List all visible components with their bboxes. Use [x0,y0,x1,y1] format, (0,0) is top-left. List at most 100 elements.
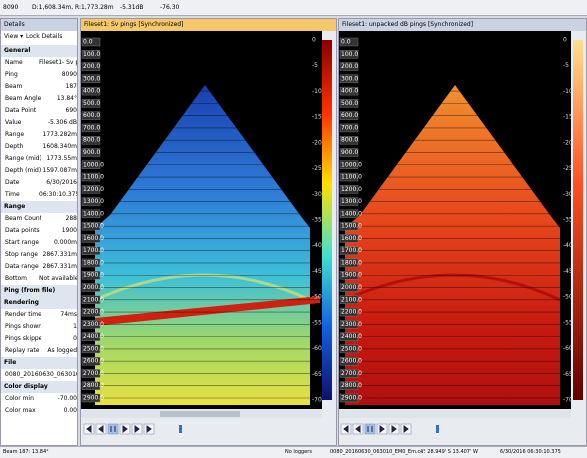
depth-label: 100.0 [83,51,100,58]
depth-label: 700.0 [341,124,358,131]
depth-label: 1300.0 [83,198,104,205]
colorbar-label: -30 [563,191,573,198]
colorbar-label: 0 [312,37,316,44]
depth-label: 300.0 [341,75,358,82]
depth-label: 400.0 [341,88,358,95]
depth-label: 2700.0 [83,370,104,377]
status-field: Beam 187: 13.84° [3,447,49,458]
bottom-status-bar: Beam 187: 13.84°No loggers0080_20160630_… [0,446,587,458]
depth-label: 1000.0 [83,161,104,168]
depth-label: 100.0 [341,51,358,58]
depth-label: 0.0 [341,39,351,46]
depth-label: 2000.0 [83,284,104,291]
depth-label: 600.0 [341,112,358,119]
depth-label: 1100.0 [83,174,104,181]
depth-label: 1600.0 [83,235,104,242]
colorbar [573,40,583,400]
colorbar [322,40,332,400]
colorbar-label: -45 [312,268,322,275]
depth-label: 800.0 [341,137,358,144]
colorbar-label: -30 [312,191,322,198]
depth-label: 600.0 [83,112,100,119]
depth-label: 2500.0 [341,345,362,352]
depth-label: 1700.0 [83,247,104,254]
colorbar-label: -70 [563,397,573,404]
depth-label: 300.0 [83,75,100,82]
colorbar-label: -45 [563,268,573,275]
status-field: 4° 28.949' S 13.407' W [420,447,478,458]
colorbar-label: -25 [312,165,322,172]
depth-label: 200.0 [83,63,100,70]
depth-label: 700.0 [83,124,100,131]
colorbar-label: -10 [312,88,322,95]
status-field: 6/30/2016 06:30:10.375 [500,447,561,458]
depth-label: 1100.0 [341,174,362,181]
depth-label: 500.0 [341,100,358,107]
depth-label: 2400.0 [341,333,362,340]
depth-label: 900.0 [341,149,358,156]
app-window: 8090D:1,608.34m, R:1,773.28m-5.31dB-76.3… [0,0,587,458]
depth-label: 2700.0 [341,370,362,377]
colorbar-label: -50 [312,294,322,301]
depth-label: 1800.0 [83,259,104,266]
colorbar-label: -55 [312,319,322,326]
colorbar-label: -65 [563,371,573,378]
colorbar-label: -60 [563,345,573,352]
depth-label: 2200.0 [83,309,104,316]
depth-label: 1500.0 [341,223,362,230]
colorbar-label: -20 [312,139,322,146]
scrollbar[interactable] [339,410,571,418]
status-field: No loggers [285,447,312,458]
depth-label: 1900.0 [341,272,362,279]
position-marker [436,425,439,433]
colorbar-label: -40 [563,242,573,249]
depth-label: 500.0 [83,100,100,107]
colorbar-label: -55 [563,319,573,326]
position-marker [179,425,182,433]
depth-label: 900.0 [83,149,100,156]
depth-label: 1900.0 [83,272,104,279]
colorbar-label: -35 [312,217,322,224]
control-button[interactable] [108,424,118,434]
depth-label: 2600.0 [341,358,362,365]
depth-label: 2500.0 [83,345,104,352]
depth-label: 2400.0 [83,333,104,340]
depth-label: 1000.0 [341,161,362,168]
colorbar-label: -65 [312,371,322,378]
depth-label: 1200.0 [341,186,362,193]
colorbar-label: -50 [563,294,573,301]
colorbar-label: -5 [312,62,318,69]
colorbar-label: -5 [563,62,569,69]
depth-label: 2600.0 [83,358,104,365]
depth-label: 2900.0 [341,395,362,402]
depth-label: 800.0 [83,137,100,144]
depth-label: 1500.0 [83,223,104,230]
colorbar-label: -25 [563,165,573,172]
depth-label: 2000.0 [341,284,362,291]
depth-label: 1400.0 [83,210,104,217]
colorbar-label: -40 [312,242,322,249]
depth-label: 2900.0 [83,395,104,402]
control-button[interactable] [365,424,375,434]
depth-label: 1300.0 [341,198,362,205]
scroll-thumb[interactable] [160,411,240,417]
sonar-views: 0.0100.0200.0300.0400.0500.0600.0700.080… [0,0,587,458]
depth-label: 1700.0 [341,247,362,254]
depth-label: 2200.0 [341,309,362,316]
colorbar-label: -15 [563,114,573,121]
colorbar-label: 0 [563,37,567,44]
colorbar-label: -70 [312,397,322,404]
colorbar-label: -60 [312,345,322,352]
depth-label: 400.0 [83,88,100,95]
colorbar-label: -15 [312,114,322,121]
depth-label: 1600.0 [341,235,362,242]
depth-label: 2100.0 [83,296,104,303]
depth-label: 2300.0 [341,321,362,328]
playback-controls [84,424,439,434]
colorbar-label: -10 [563,88,573,95]
depth-label: 2800.0 [83,382,104,389]
depth-label: 200.0 [341,63,358,70]
depth-label: 0.0 [83,39,93,46]
colorbar-label: -35 [563,217,573,224]
colorbar-label: -20 [563,139,573,146]
